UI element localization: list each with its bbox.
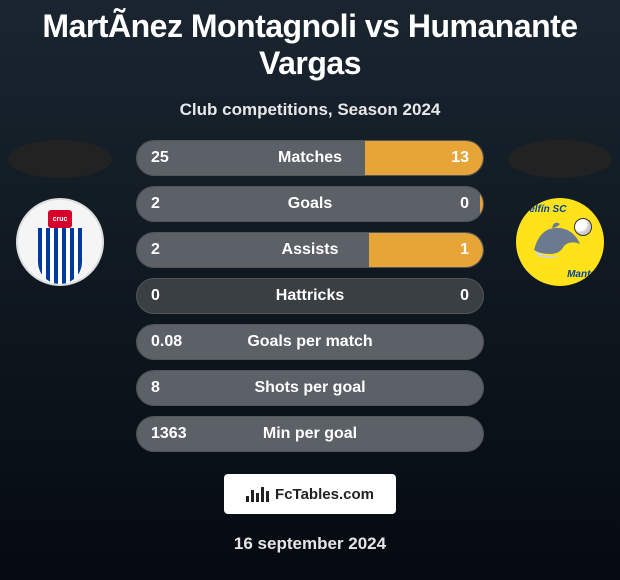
stat-value-right: 13 xyxy=(451,149,469,167)
stat-bar: 2 Assists 1 xyxy=(136,232,484,268)
brand-name: FcTables.com xyxy=(275,486,374,503)
stat-label: Matches xyxy=(278,149,342,167)
stat-label: Shots per goal xyxy=(254,379,365,397)
stat-label: Assists xyxy=(282,241,339,259)
stat-value-right: 1 xyxy=(460,241,469,259)
page-subtitle: Club competitions, Season 2024 xyxy=(0,100,620,120)
left-club-badge-text: cruc xyxy=(48,210,72,228)
stat-value-left: 1363 xyxy=(151,425,187,443)
stat-bar: 1363 Min per goal xyxy=(136,416,484,452)
stat-value-left: 25 xyxy=(151,149,169,167)
right-player-col: Delfín SC Manta xyxy=(500,140,620,286)
right-club-text-top: Delfín SC xyxy=(522,204,566,215)
right-flag-icon xyxy=(508,140,612,178)
stat-value-left: 0 xyxy=(151,287,160,305)
right-club-logo: Delfín SC Manta xyxy=(516,198,604,286)
stat-fill-right xyxy=(480,187,483,221)
stats-column: 25 Matches 13 2 Goals 0 2 Assists 1 0 Hattricks 0 0.… xyxy=(120,140,500,462)
left-club-stripes-icon xyxy=(38,228,82,284)
stat-value-right: 0 xyxy=(460,195,469,213)
footer-date: 16 september 2024 xyxy=(0,534,620,554)
comparison-row: cruc 25 Matches 13 2 Goals 0 2 Assists 1 0 Hattric… xyxy=(0,140,620,462)
bar-chart-icon xyxy=(246,487,269,502)
stat-bar: 2 Goals 0 xyxy=(136,186,484,222)
stat-bar: 25 Matches 13 xyxy=(136,140,484,176)
right-club-text-bottom: Manta xyxy=(567,269,596,280)
page-title: MartÃ­nez Montagnoli vs Humanante Vargas xyxy=(0,0,620,82)
stat-label: Hattricks xyxy=(276,287,344,305)
stat-label: Min per goal xyxy=(263,425,357,443)
left-player-col: cruc xyxy=(0,140,120,286)
stat-value-left: 2 xyxy=(151,195,160,213)
soccer-ball-icon xyxy=(574,218,592,236)
brand-logo[interactable]: FcTables.com xyxy=(224,474,396,514)
left-flag-icon xyxy=(8,140,112,178)
stat-value-right: 0 xyxy=(460,287,469,305)
stat-label: Goals xyxy=(288,195,332,213)
stat-value-left: 2 xyxy=(151,241,160,259)
stat-value-left: 0.08 xyxy=(151,333,182,351)
stat-bar: 8 Shots per goal xyxy=(136,370,484,406)
stat-bar: 0 Hattricks 0 xyxy=(136,278,484,314)
left-club-logo: cruc xyxy=(16,198,104,286)
stat-bar: 0.08 Goals per match xyxy=(136,324,484,360)
stat-value-left: 8 xyxy=(151,379,160,397)
stat-label: Goals per match xyxy=(247,333,372,351)
